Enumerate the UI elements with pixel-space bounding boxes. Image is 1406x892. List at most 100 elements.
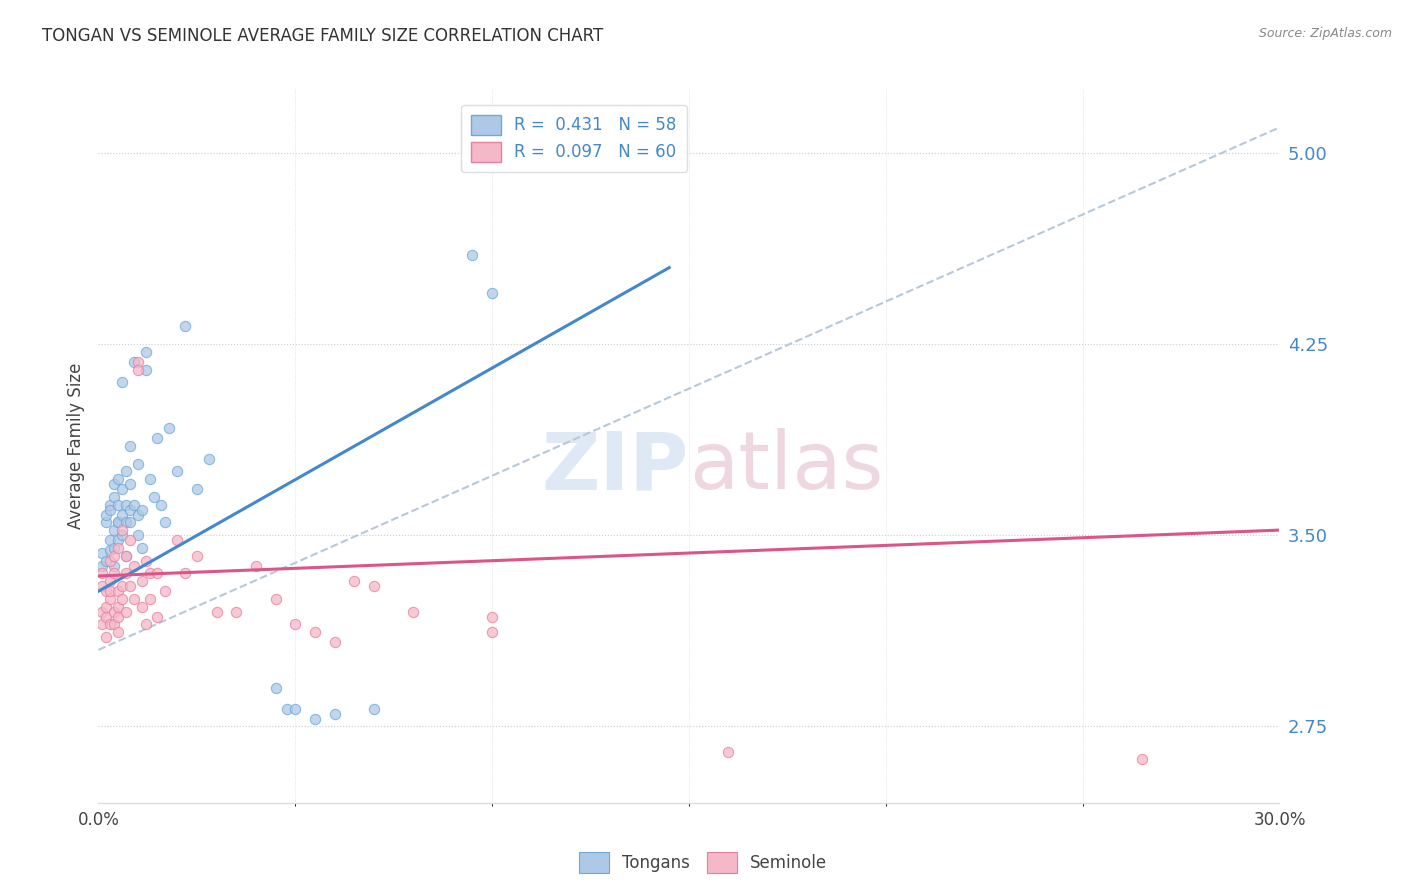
Point (1130, 752, 1153, 766)
Point (122, 558, 145, 573)
Legend: Tongans, Seminole: Tongans, Seminole (572, 846, 834, 880)
Point (122, 355, 145, 369)
Point (111, 591, 134, 606)
Point (107, 541, 129, 555)
Point (481, 286, 503, 301)
Point (96, 630, 118, 644)
Point (115, 465, 138, 479)
Point (107, 516, 129, 530)
Point (96, 508, 118, 522)
Point (135, 344, 157, 359)
Text: TONGAN VS SEMINOLE AVERAGE FAMILY SIZE CORRELATION CHART: TONGAN VS SEMINOLE AVERAGE FAMILY SIZE C… (42, 27, 603, 45)
Point (118, 579, 141, 593)
Point (135, 617, 157, 632)
Point (111, 483, 134, 497)
Point (107, 584, 129, 599)
Point (115, 605, 138, 619)
Point (115, 498, 138, 512)
Point (118, 533, 141, 548)
Point (127, 362, 149, 376)
Point (138, 566, 160, 581)
Point (304, 625, 326, 640)
Point (157, 421, 180, 435)
Point (323, 706, 346, 721)
Point (461, 248, 484, 262)
Point (103, 617, 125, 632)
Point (284, 701, 307, 715)
Point (98, 617, 121, 632)
Point (343, 574, 366, 588)
Point (111, 376, 134, 390)
Point (264, 591, 287, 606)
Point (103, 523, 125, 537)
Point (323, 635, 346, 649)
Point (103, 558, 125, 573)
Point (166, 533, 188, 548)
Point (127, 457, 149, 471)
Point (138, 472, 160, 486)
Point (276, 701, 298, 715)
Point (96, 516, 118, 530)
Point (107, 516, 129, 530)
Point (717, 745, 740, 759)
Point (122, 591, 145, 606)
Point (103, 605, 125, 619)
Point (174, 566, 197, 581)
Point (131, 502, 153, 516)
Point (107, 498, 129, 512)
Point (91, 579, 114, 593)
Point (111, 528, 134, 542)
Point (155, 516, 177, 530)
Point (115, 566, 138, 581)
Point (127, 508, 149, 522)
Point (91, 546, 114, 560)
Point (91, 558, 114, 573)
Y-axis label: Average Family Size: Average Family Size (66, 363, 84, 529)
Point (363, 701, 385, 715)
Point (98, 591, 121, 606)
Point (115, 516, 138, 530)
Point (91, 566, 114, 581)
Point (115, 549, 138, 563)
Point (98, 533, 121, 548)
Point (118, 439, 141, 453)
Point (107, 625, 129, 640)
Point (245, 558, 267, 573)
Point (205, 605, 228, 619)
Point (186, 483, 208, 497)
Point (91, 605, 114, 619)
Point (103, 541, 125, 555)
Point (174, 319, 197, 334)
Point (111, 523, 134, 537)
Point (98, 502, 121, 516)
Text: atlas: atlas (689, 428, 883, 507)
Point (363, 579, 385, 593)
Point (122, 498, 145, 512)
Point (142, 490, 165, 504)
Point (197, 451, 219, 466)
Text: Source: ZipAtlas.com: Source: ZipAtlas.com (1258, 27, 1392, 40)
Point (118, 477, 141, 491)
Point (131, 541, 153, 555)
Point (107, 533, 129, 548)
Point (96, 584, 118, 599)
Point (150, 498, 173, 512)
Point (135, 362, 157, 376)
Point (98, 498, 121, 512)
Point (225, 605, 247, 619)
Point (127, 355, 149, 369)
Point (127, 528, 149, 542)
Point (115, 549, 138, 563)
Point (304, 712, 326, 726)
Point (135, 554, 157, 568)
Point (111, 508, 134, 522)
Point (103, 566, 125, 581)
Point (166, 465, 188, 479)
Point (146, 609, 169, 624)
Point (107, 472, 129, 486)
Point (146, 566, 169, 581)
Point (107, 599, 129, 614)
Point (98, 584, 121, 599)
Point (103, 490, 125, 504)
Text: ZIP: ZIP (541, 428, 689, 507)
